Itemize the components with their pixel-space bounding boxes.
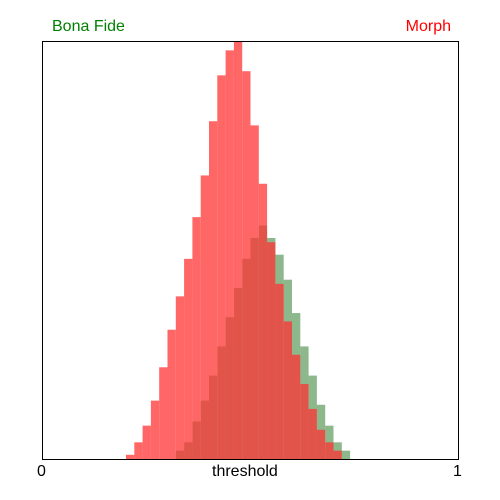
morph-bar	[250, 125, 259, 460]
x-axis-label: threshold	[212, 463, 278, 480]
morph-bar	[217, 75, 226, 460]
morph-bar	[267, 242, 276, 459]
morph-bar	[283, 321, 292, 459]
morph-bar	[258, 183, 268, 459]
plot-frame	[42, 41, 459, 460]
morph-bar	[126, 454, 135, 459]
morph-bar	[134, 442, 143, 459]
morph-bar	[308, 408, 317, 459]
morph-bar	[225, 50, 234, 460]
histogram-bars	[126, 42, 351, 460]
x-tick-max: 1	[453, 463, 462, 480]
morph-bar	[192, 217, 201, 459]
morph-bar	[325, 442, 334, 459]
morph-bar	[150, 400, 160, 459]
morph-bar	[184, 258, 193, 459]
bona-fide-bar	[341, 450, 351, 459]
morph-bar	[175, 296, 185, 459]
legend-bona-fide: Bona Fide	[52, 18, 125, 35]
morph-bar	[209, 121, 218, 459]
morph-bar	[200, 175, 209, 459]
morph-bar	[142, 425, 151, 459]
morph-bar	[275, 283, 284, 459]
morph-bar	[300, 383, 309, 459]
legend-morph: Morph	[405, 18, 451, 35]
morph-bar	[292, 354, 301, 459]
morph-bar	[333, 450, 342, 459]
morph-bar	[233, 42, 243, 459]
morph-bar	[316, 429, 326, 459]
morph-bar	[242, 71, 251, 459]
x-tick-min: 0	[37, 463, 46, 480]
morph-bar	[159, 367, 168, 459]
morph-bar	[167, 329, 176, 459]
